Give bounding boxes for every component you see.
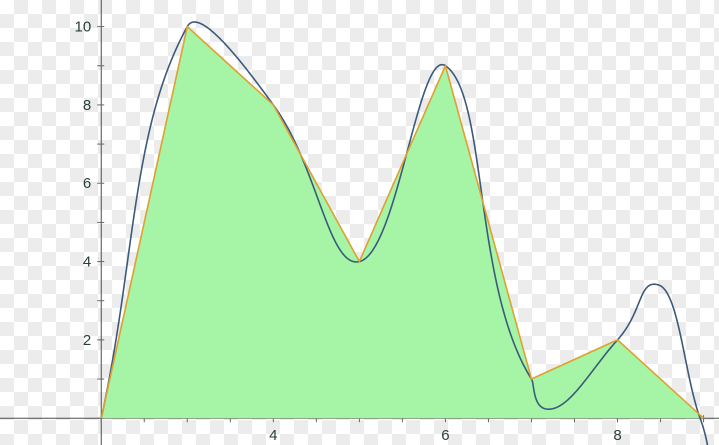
svg-text:8: 8 (613, 427, 621, 444)
svg-text:4: 4 (83, 254, 91, 271)
svg-text:8: 8 (83, 97, 91, 114)
svg-text:6: 6 (83, 175, 91, 192)
svg-text:6: 6 (441, 427, 449, 444)
svg-text:10: 10 (75, 19, 92, 36)
svg-text:4: 4 (269, 427, 277, 444)
svg-text:2: 2 (83, 332, 91, 349)
